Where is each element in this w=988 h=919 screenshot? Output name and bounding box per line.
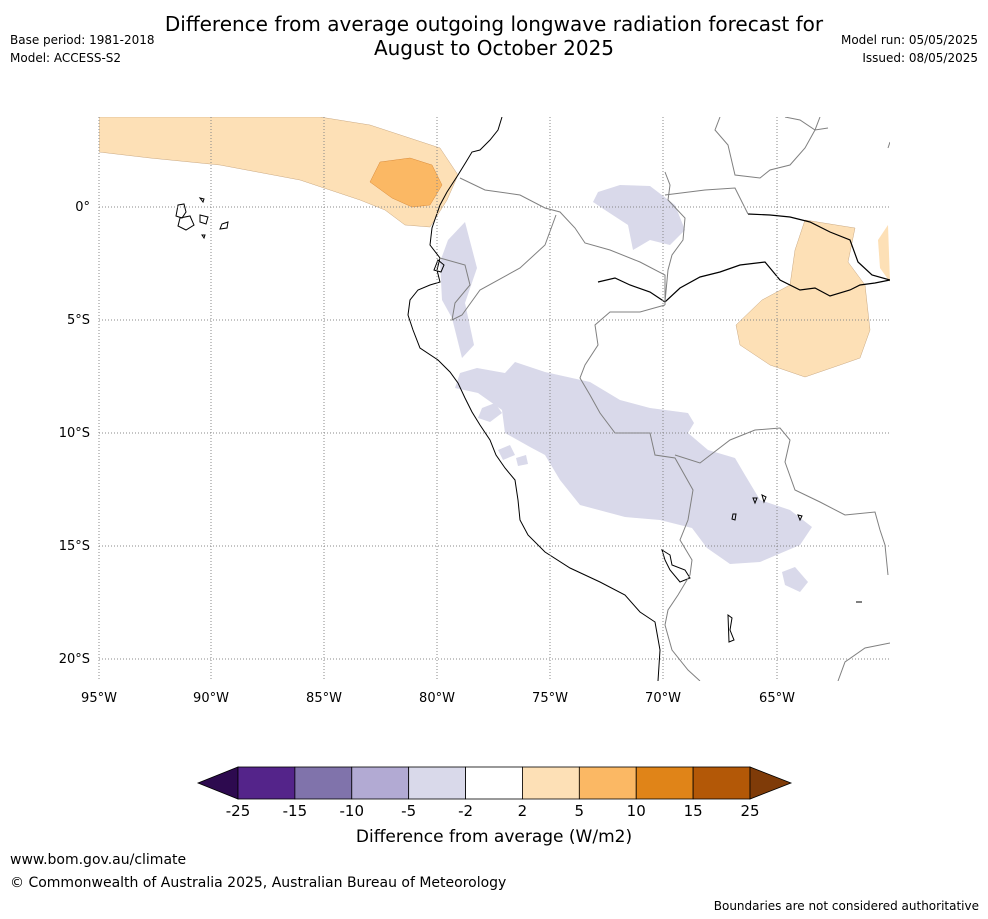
colorbar-tick-label: -10 <box>340 802 365 820</box>
lon-label: 80°W <box>419 691 455 706</box>
colorbar-tick-label: -15 <box>283 802 308 820</box>
small-lakes <box>727 494 862 643</box>
anomaly-negative-peru <box>455 362 812 564</box>
colorbar-segment <box>351 766 410 800</box>
anomaly-positive-core <box>369 157 443 208</box>
lake-titicaca <box>661 548 691 583</box>
map-title-line1: Difference from average outgoing longwav… <box>164 12 824 36</box>
colorbar-tick-label: -2 <box>458 802 473 820</box>
issued-date: Issued: 08/05/2025 <box>862 51 978 65</box>
lat-label: 0° <box>75 200 90 215</box>
anomaly-negative-small-3 <box>516 455 528 466</box>
anomaly-positive-region-east <box>735 219 871 378</box>
colorbar-segment <box>692 766 751 800</box>
coastline-pacific <box>407 117 661 681</box>
gridlines <box>98 117 890 681</box>
colorbar-tick-label: 25 <box>740 802 759 820</box>
base-period: Base period: 1981-2018 <box>10 33 155 47</box>
colorbar-segment <box>237 766 296 800</box>
model-name: Model: ACCESS-S2 <box>10 51 122 65</box>
colorbar-tick-label: -25 <box>226 802 251 820</box>
anomaly-negative-colombia <box>593 185 685 250</box>
lat-label: 15°S <box>59 539 90 554</box>
colorbar-segment <box>465 766 523 800</box>
colorbar-tick-label: 5 <box>575 802 585 820</box>
map-title-line2: August to October 2025 <box>373 36 615 60</box>
colorbar-segment <box>294 766 353 800</box>
lon-label: 85°W <box>306 691 342 706</box>
colorbar-tick-label: -5 <box>401 802 416 820</box>
amazon-river <box>597 261 890 303</box>
map-panel <box>99 117 890 681</box>
colorbar-tick-label: 2 <box>518 802 528 820</box>
colorbar: -25 -15 -10 -5 -2 2 5 10 15 25 <box>196 766 793 820</box>
colorbar-tick-label: 10 <box>627 802 646 820</box>
lon-label: 70°W <box>645 691 681 706</box>
meta-left: Base period: 1981-2018 Model: ACCESS-S2 <box>10 31 155 67</box>
anomaly-positive-region <box>99 117 459 228</box>
boundary-disclaimer: Boundaries are not considered authoritat… <box>713 899 979 913</box>
meta-right: Model run: 05/05/2025 Issued: 08/05/2025 <box>841 31 978 67</box>
anomaly-negative-small-2 <box>498 445 515 460</box>
coastline-gulf <box>433 259 445 273</box>
lon-label: 90°W <box>193 691 229 706</box>
lat-label: 5°S <box>67 313 90 328</box>
lon-label: 65°W <box>759 691 795 706</box>
lon-label: 75°W <box>532 691 568 706</box>
axis-labels: 0° 5°S 10°S 15°S 20°S 95°W 90°W 85°W 80°W 75°W 70°… <box>59 200 795 706</box>
colorbar-segment <box>578 766 637 800</box>
country-borders <box>439 117 890 681</box>
anomaly-negative-bolivia-south <box>782 567 808 592</box>
anomaly-negative-small-1 <box>478 403 502 422</box>
colorbar-tick-label: 15 <box>684 802 703 820</box>
anomaly-positive-region-edge <box>878 225 890 282</box>
rio-negro <box>747 213 890 281</box>
colorbar-segment <box>635 766 694 800</box>
galapagos-islands <box>175 197 229 240</box>
map-title: Difference from average outgoing longwav… <box>0 12 988 60</box>
colorbar-extend-low <box>196 766 239 800</box>
bom-link[interactable]: www.bom.gov.au/climate <box>10 852 187 868</box>
copyright-notice: © Commonwealth of Australia 2025, Austra… <box>10 875 507 891</box>
colorbar-extend-high <box>749 766 793 800</box>
colorbar-segment <box>522 766 580 800</box>
colorbar-segment <box>408 766 466 800</box>
lat-label: 20°S <box>59 652 90 667</box>
lat-label: 10°S <box>59 426 90 441</box>
model-run: Model run: 05/05/2025 <box>840 33 978 47</box>
anomaly-negative-ecuador <box>440 222 477 358</box>
colorbar-label: Difference from average (W/m2) <box>355 827 633 847</box>
lon-label: 95°W <box>81 691 117 706</box>
